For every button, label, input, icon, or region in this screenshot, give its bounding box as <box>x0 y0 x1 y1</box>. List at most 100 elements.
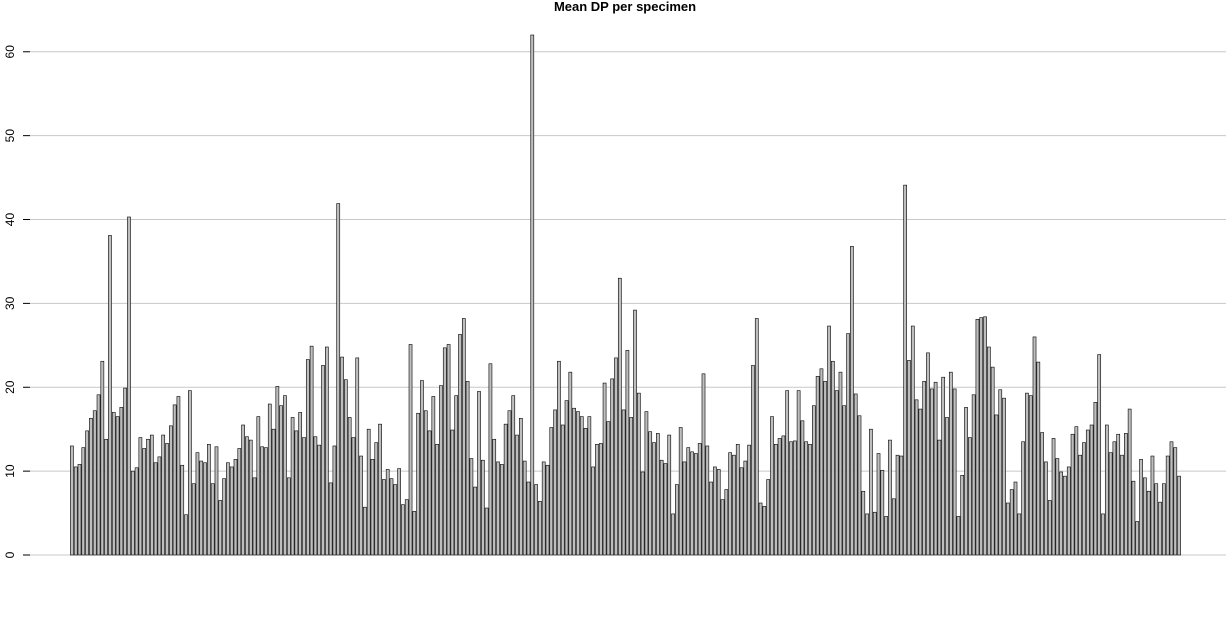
y-tick-label: 0 <box>3 551 17 558</box>
bar <box>435 443 439 556</box>
bar <box>1154 483 1159 556</box>
bar <box>728 452 732 556</box>
bar <box>1131 480 1136 556</box>
bar <box>922 381 926 556</box>
bar <box>557 360 561 556</box>
bar <box>773 443 778 556</box>
bar <box>130 470 135 556</box>
bar <box>488 363 493 556</box>
bar <box>165 443 169 556</box>
bar <box>302 437 306 556</box>
bar <box>705 445 710 556</box>
bar <box>891 498 896 556</box>
bar <box>108 235 112 556</box>
bar <box>389 478 394 556</box>
y-tick-label: 30 <box>3 296 17 310</box>
bar <box>656 433 660 556</box>
bar <box>1066 466 1071 556</box>
bar <box>884 516 888 556</box>
bar <box>214 446 219 556</box>
bar <box>808 443 812 556</box>
bar <box>629 417 634 556</box>
bar <box>682 461 687 556</box>
bar <box>853 393 858 556</box>
bar <box>576 411 580 556</box>
bar <box>1017 513 1022 556</box>
bar <box>404 499 409 556</box>
bar <box>431 396 436 556</box>
bar <box>450 429 455 556</box>
bar <box>1070 433 1075 556</box>
bar <box>918 408 923 556</box>
bar <box>990 366 995 556</box>
bar <box>1112 441 1117 556</box>
bar <box>640 471 645 556</box>
bar <box>1158 501 1162 556</box>
bar <box>941 376 946 556</box>
bar <box>1108 452 1113 556</box>
bar <box>964 407 968 556</box>
bar <box>1063 475 1067 556</box>
bar <box>271 428 276 556</box>
bar <box>994 414 999 556</box>
bar <box>500 464 504 556</box>
bar <box>245 436 249 556</box>
bar <box>1025 392 1029 556</box>
y-tick-label: 60 <box>3 45 17 59</box>
bar <box>1009 489 1014 556</box>
bar <box>77 464 82 556</box>
bar <box>480 459 485 556</box>
bar <box>416 412 420 556</box>
bar <box>872 511 877 556</box>
bar <box>408 344 413 556</box>
bar <box>610 378 615 556</box>
bar <box>815 376 820 556</box>
bar <box>412 511 417 556</box>
bar <box>279 405 283 556</box>
bar <box>366 428 371 556</box>
bar <box>812 405 816 556</box>
bar <box>792 440 797 556</box>
bar <box>264 447 268 556</box>
bar <box>983 316 987 556</box>
bar <box>458 334 462 556</box>
bar <box>461 318 466 556</box>
bar <box>1021 441 1025 556</box>
bar <box>477 391 481 556</box>
bar <box>1082 442 1086 556</box>
bar <box>492 438 497 556</box>
bar <box>865 513 869 556</box>
bar <box>70 445 74 556</box>
bar <box>743 460 748 556</box>
bar <box>248 439 253 556</box>
bar <box>1146 490 1151 556</box>
bar <box>1143 477 1147 556</box>
bar <box>401 504 405 556</box>
bar <box>1028 395 1033 556</box>
bar <box>671 513 675 556</box>
bar <box>796 390 801 556</box>
bar <box>355 357 360 556</box>
bar <box>636 392 641 556</box>
bar <box>534 484 538 556</box>
bar <box>762 506 767 556</box>
bar <box>530 34 535 556</box>
bar <box>720 499 725 556</box>
bar <box>1165 455 1170 556</box>
bar <box>522 460 527 556</box>
bar <box>119 407 124 556</box>
bar <box>328 482 333 556</box>
bar <box>572 407 576 556</box>
bar <box>568 371 573 556</box>
bar <box>937 439 942 556</box>
bar <box>180 464 185 556</box>
y-tick-label: 40 <box>3 213 17 227</box>
bar <box>442 347 447 556</box>
bar <box>81 447 86 556</box>
bar <box>378 423 382 556</box>
bar <box>309 345 314 556</box>
bar <box>283 395 287 556</box>
bar <box>1093 402 1098 556</box>
bar <box>713 466 717 556</box>
bar <box>195 452 200 556</box>
